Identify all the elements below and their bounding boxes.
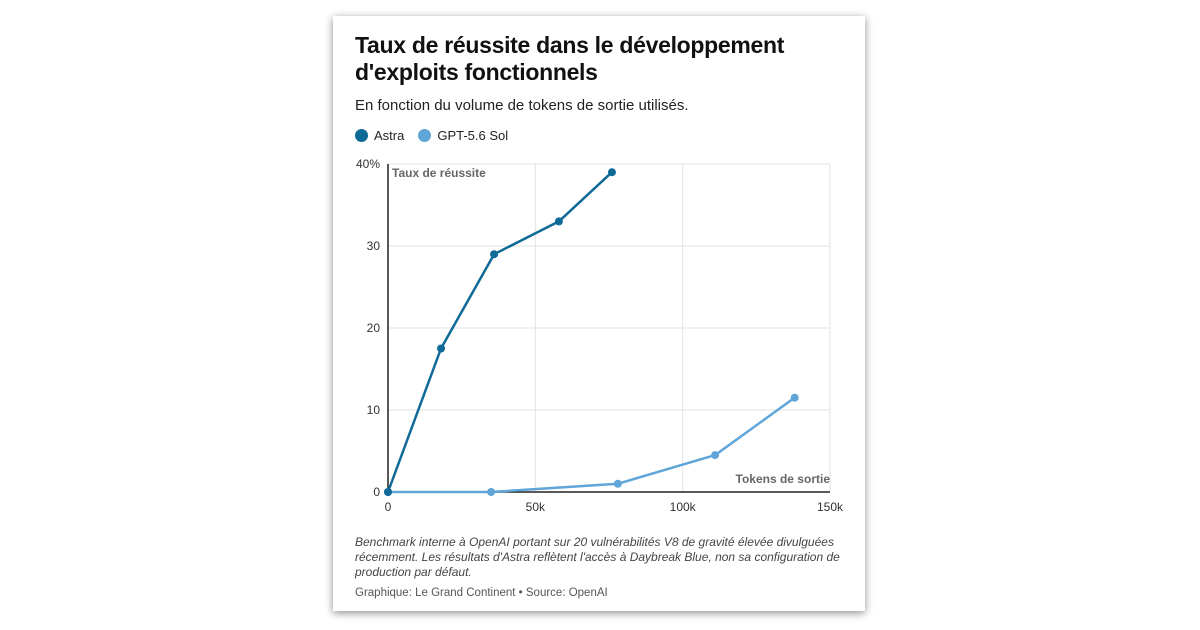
footnote: Benchmark interne à OpenAI portant sur 2… (355, 535, 840, 579)
chart-card: Taux de réussite dans le développement d… (333, 16, 865, 611)
legend-item-astra: Astra (355, 128, 404, 143)
data-point-gpt (487, 488, 496, 496)
y-tick-label: 40% (356, 157, 380, 171)
y-tick-label: 30 (367, 239, 381, 253)
data-point-astra (437, 344, 446, 353)
legend: Astra GPT-5.6 Sol (355, 128, 522, 143)
data-point-astra (607, 168, 616, 177)
data-point-astra (384, 488, 392, 496)
legend-item-gpt: GPT-5.6 Sol (418, 128, 508, 143)
chart-title: Taux de réussite dans le développement d… (355, 32, 785, 85)
line-chart: 0 10 20 30 40% 0 50k 100k 150k Taux de réussite To… (356, 157, 844, 514)
x-tick-label: 0 (385, 500, 392, 514)
data-point-gpt (711, 451, 720, 460)
data-point-astra (490, 250, 499, 259)
x-axis-label: Tokens de sortie (736, 472, 831, 486)
data-point-gpt (613, 479, 622, 488)
data-point-gpt (790, 393, 799, 402)
chart-subtitle: En fonction du volume de tokens de sorti… (355, 97, 689, 114)
x-tick-label: 150k (817, 500, 844, 514)
legend-swatch-astra (355, 129, 368, 142)
y-tick-label: 10 (367, 403, 381, 417)
series-line-astra (386, 170, 614, 494)
data-point-astra (554, 217, 563, 226)
y-tick-label: 0 (373, 485, 380, 499)
legend-swatch-gpt (418, 129, 432, 142)
legend-label-gpt: GPT-5.6 Sol (437, 128, 509, 143)
y-tick-label: 20 (367, 321, 381, 335)
legend-label-astra: Astra (374, 128, 405, 143)
x-tick-label: 50k (526, 500, 546, 514)
y-axis-label: Taux de réussite (392, 166, 486, 180)
credit-line: Graphique: Le Grand Continent • Source: … (355, 587, 608, 599)
series-line-gpt (386, 396, 796, 494)
x-tick-label: 100k (670, 500, 697, 514)
